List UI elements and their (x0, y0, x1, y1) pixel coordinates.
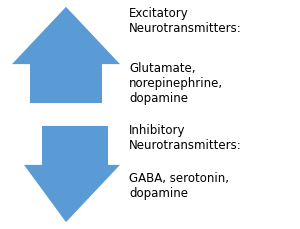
Polygon shape (24, 126, 120, 222)
Text: GABA, serotonin,
dopamine: GABA, serotonin, dopamine (129, 172, 229, 200)
Polygon shape (12, 7, 120, 103)
Text: Inhibitory
Neurotransmitters:: Inhibitory Neurotransmitters: (129, 124, 242, 152)
Text: Excitatory
Neurotransmitters:: Excitatory Neurotransmitters: (129, 7, 242, 35)
Text: Glutamate,
norepinephrine,
dopamine: Glutamate, norepinephrine, dopamine (129, 62, 223, 105)
